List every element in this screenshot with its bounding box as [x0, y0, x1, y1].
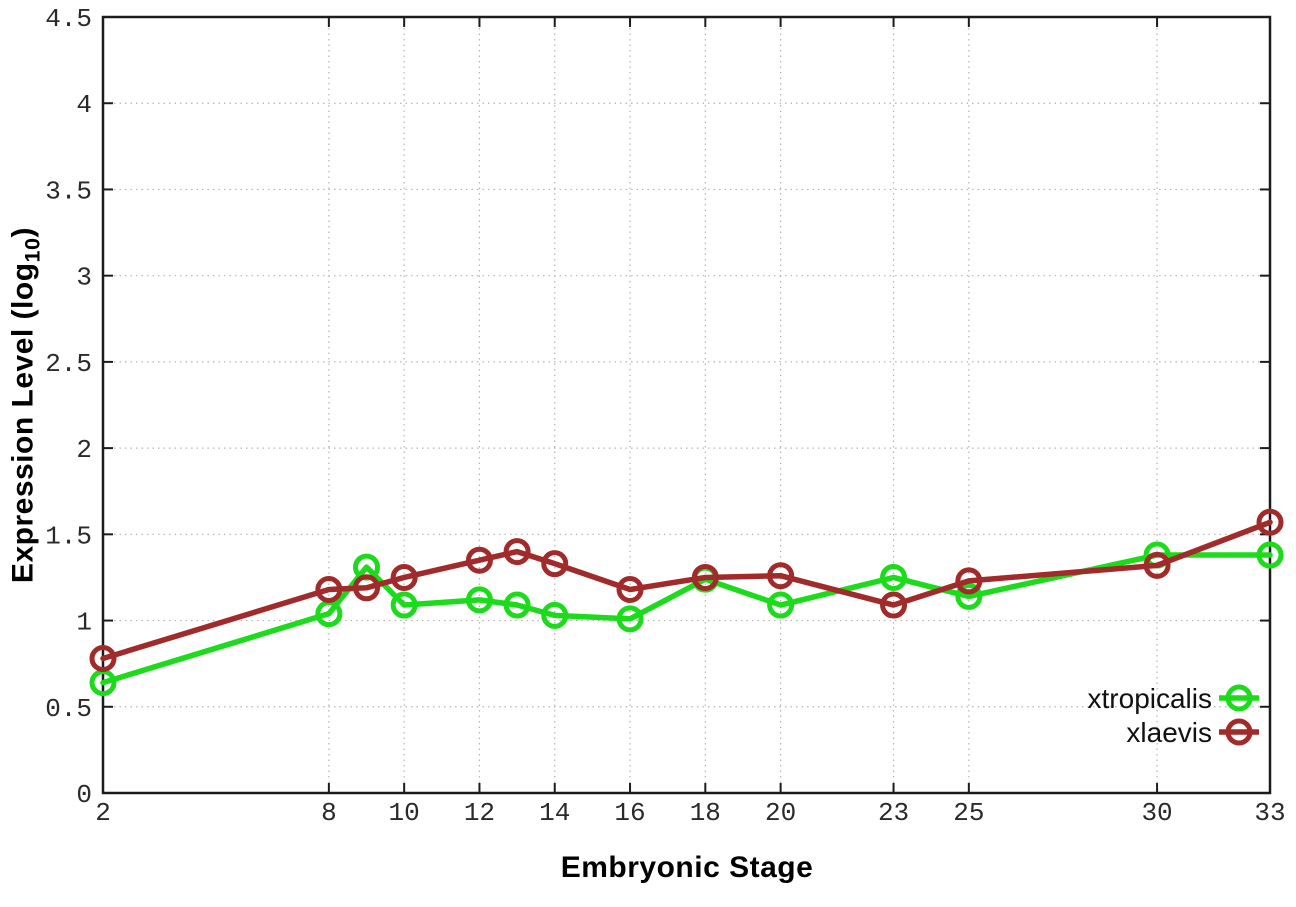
- series-marker-xlaevis: [541, 550, 569, 578]
- series-marker-xtropicalis: [503, 591, 531, 619]
- series-marker-xtropicalis: [955, 582, 983, 610]
- y-tick-label: 4.5: [45, 4, 92, 34]
- x-tick-label: 14: [539, 798, 570, 828]
- series-marker-xlaevis: [390, 563, 418, 591]
- y-tick-label: 1: [76, 608, 92, 638]
- y-tick-label: 3: [76, 263, 92, 293]
- series-marker-xtropicalis: [1256, 541, 1284, 569]
- legend-label-xtropicalis: xtropicalis: [1088, 683, 1212, 714]
- series-marker-xlaevis: [353, 574, 381, 602]
- x-tick-label: 8: [321, 798, 337, 828]
- x-tick-label: 2: [95, 798, 111, 828]
- y-tick-label: 2: [76, 435, 92, 465]
- y-axis-title-text: Expression Level (log10): [7, 227, 46, 583]
- y-tick-label: 1.5: [45, 521, 92, 551]
- x-tick-label: 18: [690, 798, 721, 828]
- y-axis-title-subscript: 10: [19, 237, 45, 263]
- x-tick-label: 33: [1254, 798, 1285, 828]
- y-tick-label: 0.5: [45, 694, 92, 724]
- x-tick-label: 20: [765, 798, 796, 828]
- x-tick-label: 25: [953, 798, 984, 828]
- y-tick-label: 3.5: [45, 176, 92, 206]
- x-tick-label: 16: [614, 798, 645, 828]
- x-axis-title: Embryonic Stage: [560, 851, 814, 884]
- x-tick-label: 30: [1141, 798, 1172, 828]
- legend-sample-marker-xtropicalis: [1225, 684, 1253, 712]
- plot-border: [101, 15, 1272, 795]
- series-marker-xlaevis: [955, 567, 983, 595]
- series-marker-xtropicalis: [616, 605, 644, 633]
- y-axis-title-suffix: ): [6, 226, 40, 238]
- series-marker-xlaevis: [767, 562, 795, 590]
- series-marker-xlaevis: [1143, 551, 1171, 579]
- series-marker-xtropicalis: [541, 601, 569, 629]
- series-marker-xlaevis: [503, 538, 531, 566]
- series-marker-xtropicalis: [390, 591, 418, 619]
- x-tick-label: 23: [878, 798, 909, 828]
- series-marker-xtropicalis: [767, 591, 795, 619]
- y-tick-label: 0: [76, 780, 92, 810]
- series-marker-xtropicalis: [465, 586, 493, 614]
- series-marker-xlaevis: [880, 591, 908, 619]
- x-tick-label: 12: [464, 798, 495, 828]
- series-marker-xlaevis: [616, 576, 644, 604]
- y-tick-label: 4: [76, 90, 92, 120]
- legend-sample-marker-xlaevis: [1225, 718, 1253, 746]
- series-line-xtropicalis: [100, 552, 1273, 686]
- legend-label-xlaevis: xlaevis: [1126, 717, 1212, 748]
- y-tick-label: 2.5: [45, 349, 92, 379]
- series-marker-xlaevis: [465, 546, 493, 574]
- series-marker-xtropicalis: [880, 563, 908, 591]
- series-marker-xlaevis: [1256, 508, 1284, 536]
- series-marker-xlaevis: [691, 563, 719, 591]
- series-marker-xlaevis: [315, 576, 343, 604]
- x-tick-label: 10: [389, 798, 420, 828]
- y-axis-title-prefix: Expression Level (log: [6, 262, 40, 584]
- series-marker-xlaevis: [89, 644, 117, 672]
